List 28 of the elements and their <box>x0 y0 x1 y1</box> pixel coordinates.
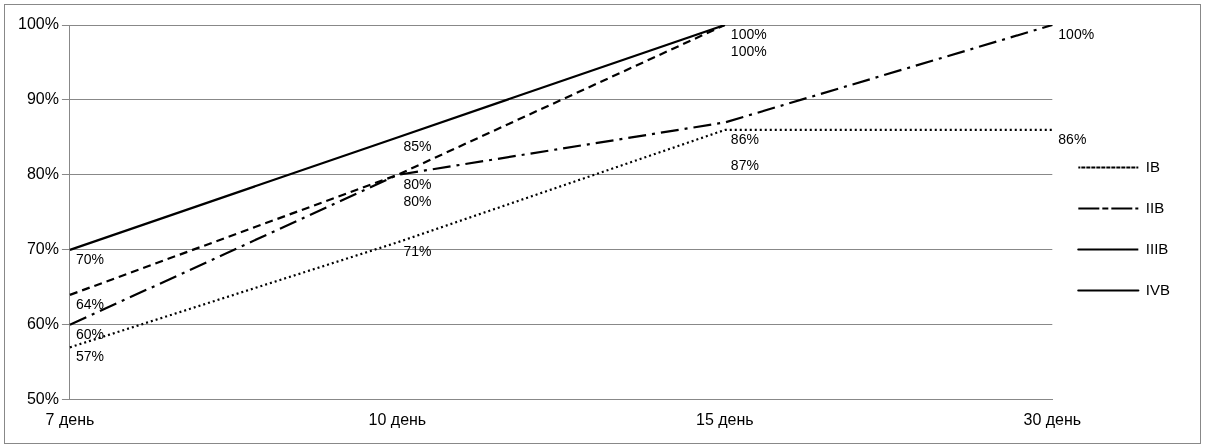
data-label: 57% <box>75 348 104 365</box>
data-label: 85% <box>403 138 432 155</box>
data-label: 64% <box>75 295 104 312</box>
legend-label: IIIB <box>1145 239 1169 257</box>
y-tick-label: 90% <box>26 90 59 108</box>
x-tick-label: 15 день <box>696 410 754 428</box>
data-label: 80% <box>403 175 432 192</box>
data-label: 70% <box>75 250 104 267</box>
y-tick-label: 60% <box>26 315 59 333</box>
data-label: 80% <box>403 192 432 209</box>
data-label: 100% <box>730 42 767 59</box>
legend-label: IIB <box>1145 198 1165 216</box>
data-label: 86% <box>730 130 759 147</box>
legend-label: IB <box>1145 157 1161 175</box>
y-tick-label: 80% <box>26 165 59 183</box>
x-tick-label: 10 день <box>368 410 427 428</box>
y-tick-label: 50% <box>26 390 59 408</box>
data-label: 60% <box>75 325 104 342</box>
legend-label: IVB <box>1145 280 1171 298</box>
x-tick-label: 7 день <box>45 410 95 428</box>
data-label: 71% <box>403 243 432 260</box>
x-tick-label: 30 день <box>1023 410 1082 428</box>
data-label: 87% <box>730 157 759 174</box>
y-tick-label: 100% <box>18 15 59 33</box>
data-label: 100% <box>1058 25 1095 42</box>
data-label: 100% <box>730 25 767 42</box>
y-tick-label: 70% <box>26 240 59 258</box>
data-label: 86% <box>1058 130 1087 147</box>
